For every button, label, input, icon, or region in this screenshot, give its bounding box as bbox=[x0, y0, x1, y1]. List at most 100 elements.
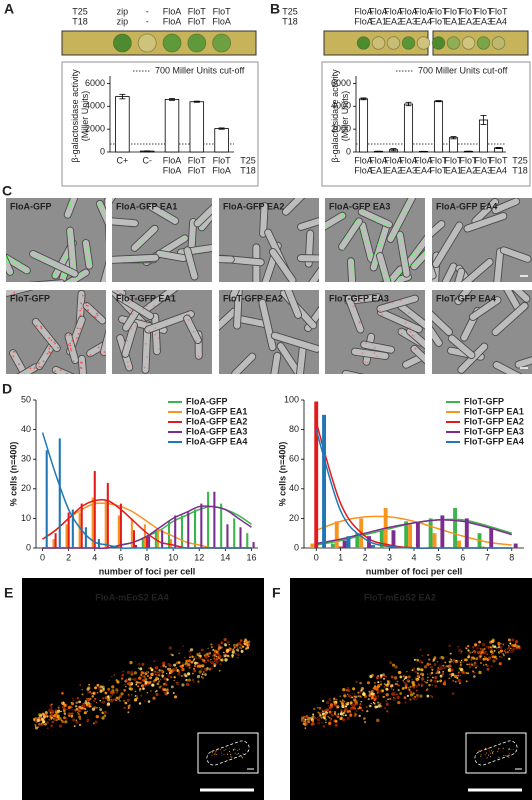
localization bbox=[320, 711, 323, 714]
localization bbox=[459, 674, 462, 677]
fluorescent-focus bbox=[7, 261, 10, 264]
localization bbox=[72, 699, 75, 702]
localization bbox=[440, 664, 444, 668]
localization bbox=[335, 707, 338, 709]
localization bbox=[101, 689, 104, 692]
localization bbox=[187, 672, 191, 676]
localization bbox=[344, 707, 348, 712]
inset-localization bbox=[232, 748, 234, 750]
inset-localization bbox=[237, 750, 239, 752]
bar bbox=[156, 530, 160, 548]
fluorescent-focus bbox=[71, 240, 74, 243]
localization bbox=[163, 677, 167, 681]
localization bbox=[380, 683, 383, 686]
localization bbox=[51, 716, 53, 719]
localization bbox=[506, 647, 509, 650]
localization bbox=[460, 650, 463, 653]
fluorescent-focus bbox=[153, 305, 155, 307]
localization bbox=[115, 696, 119, 700]
fluorescent-focus bbox=[73, 260, 76, 263]
bar bbox=[322, 414, 326, 548]
fluorescent-focus bbox=[26, 377, 28, 379]
colony-spot bbox=[446, 36, 461, 50]
localization bbox=[207, 655, 210, 658]
localization bbox=[206, 667, 209, 670]
y-axis-label-line: (Miller Units) bbox=[340, 91, 350, 142]
localization bbox=[495, 646, 498, 649]
localization bbox=[449, 652, 452, 655]
microscopy-image: FloA-GFP EA3 bbox=[325, 198, 425, 282]
localization bbox=[347, 694, 351, 698]
localization bbox=[416, 696, 419, 699]
localization bbox=[394, 691, 396, 693]
localization bbox=[117, 696, 120, 699]
inset-localization bbox=[481, 749, 483, 751]
inset-localization bbox=[214, 753, 216, 755]
bar bbox=[134, 545, 138, 548]
localization bbox=[426, 673, 429, 675]
localization bbox=[499, 656, 501, 658]
plate-label: FloA bbox=[163, 16, 182, 26]
localization bbox=[475, 657, 479, 661]
fluorescent-focus bbox=[346, 240, 348, 243]
fluorescent-focus bbox=[396, 219, 399, 221]
cell bbox=[376, 294, 419, 313]
localization bbox=[330, 713, 332, 715]
localization bbox=[235, 643, 239, 646]
inset-localization bbox=[499, 748, 501, 750]
localization bbox=[384, 707, 387, 710]
localization bbox=[125, 685, 127, 688]
fluorescent-focus bbox=[48, 337, 51, 340]
localization bbox=[471, 664, 473, 666]
fluorescent-focus bbox=[397, 281, 400, 282]
localization bbox=[431, 696, 434, 699]
localization bbox=[89, 690, 92, 693]
image-label: FloA-GFP EA3 bbox=[329, 201, 390, 211]
localization bbox=[155, 689, 158, 692]
localization bbox=[483, 647, 486, 650]
bar bbox=[141, 539, 144, 548]
localization bbox=[404, 683, 408, 687]
localization bbox=[440, 663, 443, 665]
localization bbox=[491, 651, 494, 654]
localization bbox=[479, 655, 482, 658]
plate-label: FloT bbox=[490, 6, 509, 16]
cell bbox=[268, 248, 297, 282]
x-tick-label: 4 bbox=[92, 552, 97, 562]
localization bbox=[466, 663, 468, 666]
localization bbox=[509, 642, 512, 645]
x-tick-label: FloA bbox=[384, 155, 403, 165]
localization bbox=[481, 642, 486, 647]
fluorescent-focus bbox=[37, 258, 40, 260]
localization bbox=[330, 718, 333, 720]
inset-frame bbox=[465, 732, 527, 774]
localization bbox=[244, 641, 247, 644]
y-axis-label-line: β-galactosidase activity bbox=[70, 69, 80, 163]
fluorescent-focus bbox=[107, 218, 109, 220]
localization bbox=[77, 709, 81, 713]
y-tick-label: 6000 bbox=[85, 78, 105, 88]
localization bbox=[225, 653, 227, 655]
localization bbox=[127, 711, 130, 714]
inset-localization bbox=[242, 753, 244, 755]
localization bbox=[341, 699, 344, 702]
fluorescent-focus bbox=[375, 296, 377, 299]
fluorescent-focus bbox=[68, 203, 71, 205]
localization bbox=[58, 724, 63, 728]
fluorescent-focus bbox=[13, 262, 16, 264]
localization bbox=[415, 698, 418, 701]
fluorescent-focus bbox=[106, 222, 108, 224]
localization bbox=[459, 661, 462, 664]
localization bbox=[387, 698, 389, 700]
inset-localization bbox=[238, 748, 240, 750]
fluorescent-focus bbox=[200, 228, 203, 231]
localization bbox=[334, 703, 337, 707]
colony-spot bbox=[401, 36, 416, 50]
fluorescent-focus bbox=[146, 355, 149, 358]
localization bbox=[144, 680, 148, 685]
fluorescent-focus bbox=[86, 272, 89, 275]
localization bbox=[379, 674, 383, 677]
localization bbox=[318, 706, 322, 710]
localization bbox=[147, 700, 151, 703]
fluorescent-focus bbox=[371, 216, 374, 219]
